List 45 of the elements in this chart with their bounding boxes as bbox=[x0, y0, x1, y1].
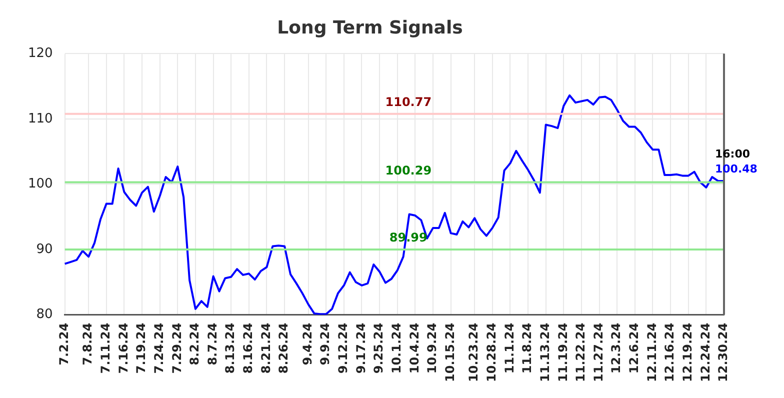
x-tick-label: 8.21.24 bbox=[258, 322, 273, 374]
x-tick-label: 12.16.24 bbox=[662, 322, 677, 382]
x-tick-label: 7.2.24 bbox=[56, 322, 71, 366]
x-tick-label: 12.30.24 bbox=[716, 322, 730, 382]
y-tick-label: 100 bbox=[28, 176, 53, 192]
ref-line-label: 110.77 bbox=[385, 94, 432, 109]
x-tick-label: 11.19.24 bbox=[556, 322, 570, 382]
x-tick-label: 10.28.24 bbox=[484, 322, 499, 382]
x-tick-label: 8.16.24 bbox=[241, 322, 256, 374]
x-tick-label: 9.4.24 bbox=[300, 322, 314, 366]
x-tick-label: 9.17.24 bbox=[354, 322, 368, 374]
y-tick-label: 120 bbox=[28, 46, 53, 61]
x-tick-label: 12.6.24 bbox=[627, 322, 642, 374]
x-tick-label: 12.11.24 bbox=[644, 322, 659, 382]
x-tick-label: 11.27.24 bbox=[591, 322, 606, 382]
x-tick-label: 8.13.24 bbox=[223, 322, 238, 374]
x-tick-label: 8.26.24 bbox=[276, 322, 291, 374]
y-tick-label: 110 bbox=[28, 111, 53, 126]
x-tick-label: 7.24.24 bbox=[152, 322, 166, 374]
x-tick-label: 9.25.24 bbox=[372, 322, 386, 374]
x-tick-label: 9.12.24 bbox=[336, 322, 350, 374]
x-tick-label: 7.29.24 bbox=[170, 322, 184, 374]
x-tick-label: 7.19.24 bbox=[134, 322, 148, 374]
x-tick-label: 11.13.24 bbox=[538, 322, 552, 382]
x-tick-label: 10.9.24 bbox=[425, 322, 440, 374]
x-tick-label: 10.1.24 bbox=[390, 322, 404, 374]
x-tick-label: 11.8.24 bbox=[520, 322, 534, 374]
x-tick-label: 12.24.24 bbox=[698, 322, 712, 382]
y-tick-label: 90 bbox=[36, 242, 53, 257]
x-tick-label: 10.23.24 bbox=[466, 322, 481, 382]
x-tick-label: 11.1.24 bbox=[502, 322, 516, 374]
x-tick-label: 9.9.24 bbox=[318, 322, 332, 366]
x-tick-label: 7.8.24 bbox=[80, 322, 95, 366]
x-tick-label: 12.3.24 bbox=[609, 322, 624, 374]
x-tick-label: 7.11.24 bbox=[98, 322, 113, 374]
x-tick-label: 8.2.24 bbox=[188, 322, 202, 366]
x-tick-label: 10.4.24 bbox=[407, 322, 422, 374]
x-tick-label: 10.15.24 bbox=[442, 322, 457, 382]
y-tick-label: 80 bbox=[36, 307, 53, 322]
x-tick-label: 12.19.24 bbox=[680, 322, 694, 382]
ref-line-label: 100.29 bbox=[385, 163, 432, 178]
chart-title: Long Term Signals bbox=[277, 17, 463, 38]
x-tick-label: 7.16.24 bbox=[116, 322, 130, 374]
x-tick-label: 8.7.24 bbox=[205, 322, 220, 366]
x-tick-label: 11.22.24 bbox=[574, 322, 588, 382]
